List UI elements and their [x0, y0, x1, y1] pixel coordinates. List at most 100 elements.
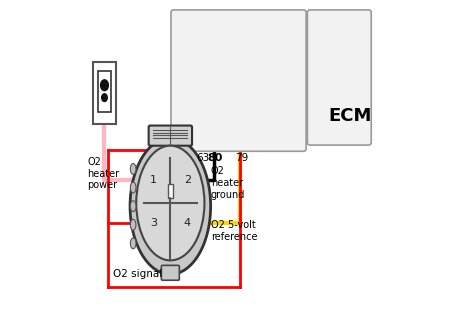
Bar: [231, 22, 234, 26]
Bar: [244, 18, 247, 21]
Bar: [201, 22, 204, 26]
Text: 80: 80: [208, 153, 223, 163]
Bar: [328, 31, 331, 35]
Bar: [168, 184, 173, 198]
Bar: [336, 31, 339, 35]
Bar: [244, 22, 247, 26]
Bar: [201, 59, 204, 62]
Bar: [186, 59, 189, 62]
Bar: [345, 31, 348, 35]
Text: O2
heater
power: O2 heater power: [88, 157, 120, 190]
Bar: [190, 41, 193, 44]
Bar: [182, 41, 185, 44]
Bar: [235, 32, 238, 36]
Bar: [322, 40, 325, 43]
Bar: [209, 32, 212, 36]
Bar: [209, 18, 212, 21]
Bar: [322, 18, 325, 21]
Bar: [182, 54, 185, 58]
Bar: [340, 40, 344, 43]
Bar: [205, 37, 208, 40]
Bar: [336, 18, 339, 21]
Bar: [235, 14, 238, 17]
Bar: [194, 37, 198, 40]
Bar: [328, 22, 331, 26]
Bar: [194, 22, 198, 26]
Bar: [239, 14, 243, 17]
Bar: [328, 18, 331, 21]
Ellipse shape: [130, 238, 136, 249]
Bar: [239, 18, 243, 21]
Bar: [182, 59, 185, 62]
Bar: [190, 50, 193, 53]
Bar: [332, 31, 335, 35]
Bar: [194, 14, 198, 17]
Bar: [239, 22, 243, 26]
Bar: [340, 31, 344, 35]
Bar: [186, 14, 189, 17]
Bar: [227, 41, 230, 44]
Bar: [340, 14, 344, 17]
Text: O2
heater
ground: O2 heater ground: [210, 166, 245, 200]
Bar: [205, 50, 208, 53]
Bar: [340, 22, 344, 26]
Bar: [186, 54, 189, 58]
Bar: [227, 32, 230, 36]
Ellipse shape: [130, 138, 210, 274]
Bar: [218, 54, 221, 58]
Bar: [244, 14, 247, 17]
Ellipse shape: [102, 94, 107, 102]
Bar: [336, 40, 339, 43]
Bar: [190, 59, 193, 62]
Bar: [239, 50, 243, 53]
FancyBboxPatch shape: [149, 126, 192, 146]
Bar: [231, 41, 234, 44]
Bar: [182, 50, 185, 53]
Bar: [98, 71, 111, 112]
Bar: [222, 54, 226, 58]
Bar: [328, 36, 331, 39]
Bar: [201, 32, 204, 36]
Bar: [222, 22, 226, 26]
Text: O2 5-volt
reference: O2 5-volt reference: [210, 220, 257, 242]
Bar: [345, 14, 348, 17]
Bar: [201, 14, 204, 17]
Bar: [313, 14, 316, 17]
Bar: [231, 32, 234, 36]
Bar: [194, 32, 198, 36]
Bar: [93, 62, 116, 124]
Bar: [231, 54, 234, 58]
Bar: [205, 32, 208, 36]
Bar: [182, 14, 185, 17]
Text: 79: 79: [235, 153, 248, 163]
Bar: [222, 50, 226, 53]
Bar: [313, 31, 316, 35]
Bar: [244, 32, 247, 36]
Text: ECM: ECM: [328, 107, 372, 125]
Bar: [317, 18, 321, 21]
Bar: [213, 37, 217, 40]
Bar: [332, 18, 335, 21]
Bar: [345, 18, 348, 21]
Bar: [213, 14, 217, 17]
Bar: [244, 59, 247, 62]
FancyBboxPatch shape: [307, 10, 371, 145]
Bar: [209, 59, 212, 62]
Bar: [201, 41, 204, 44]
Bar: [340, 18, 344, 21]
Bar: [322, 14, 325, 17]
Bar: [186, 37, 189, 40]
Bar: [336, 14, 339, 17]
Bar: [182, 32, 185, 36]
Bar: [209, 14, 212, 17]
Bar: [222, 59, 226, 62]
Bar: [205, 41, 208, 44]
Bar: [239, 37, 243, 40]
Bar: [317, 31, 321, 35]
Ellipse shape: [130, 182, 136, 193]
Bar: [317, 14, 321, 17]
Bar: [177, 54, 181, 58]
Bar: [182, 37, 185, 40]
Bar: [218, 32, 221, 36]
Bar: [313, 36, 316, 39]
